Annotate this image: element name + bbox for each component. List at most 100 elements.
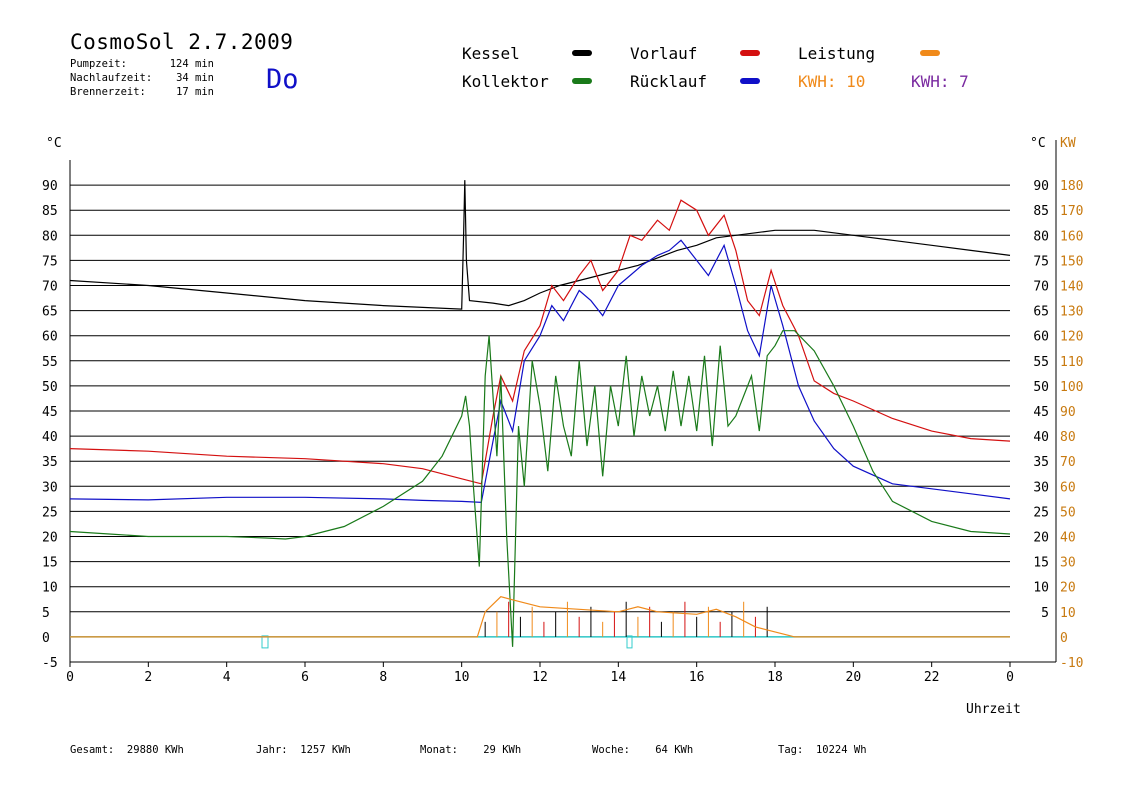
y-tick-label-kw: 70 [1060, 455, 1076, 470]
chart-series [69, 180, 1011, 647]
y-tick-label-left: 70 [42, 280, 58, 295]
x-tick-label: 0 [1006, 670, 1014, 685]
y-tick-label-kw: 40 [1060, 531, 1076, 546]
y-tick-label-right: 65 [1033, 305, 1049, 320]
y-tick-label-left: 25 [42, 505, 58, 520]
y-tick-label-right: 60 [1033, 330, 1049, 345]
x-tick-label: 20 [846, 670, 862, 685]
y-tick-label-left: 85 [42, 204, 58, 219]
legend-vorlauf-swatch [740, 50, 760, 56]
power-spikes [484, 601, 768, 637]
y-tick-label-kw: 100 [1060, 380, 1083, 395]
footer-tag: Tag: 10224 Wh [778, 744, 867, 756]
y-tick-label-left: 40 [42, 430, 58, 445]
y-tick-label-left: 80 [42, 229, 58, 244]
y-tick-label-right: 85 [1033, 204, 1049, 219]
x-tick-label: 6 [301, 670, 309, 685]
page-title: CosmoSol 2.7.2009 [70, 30, 294, 54]
kwh-orange: KWH: 10 [798, 72, 866, 91]
footer-monat: Monat: 29 KWh [420, 744, 522, 756]
y-tick-label-kw: 10 [1060, 606, 1076, 621]
legend-kessel-swatch [572, 50, 592, 56]
y-tick-label-kw: 50 [1060, 505, 1076, 520]
y-tick-label-right: 30 [1033, 480, 1049, 495]
y-tick-label-right: 35 [1033, 455, 1049, 470]
y-tick-label-kw: 110 [1060, 355, 1083, 370]
series-ruecklauf [69, 239, 1011, 504]
y-tick-label-kw: 170 [1060, 204, 1083, 219]
y-tick-label-left: 15 [42, 556, 58, 571]
y-tick-label-kw: 60 [1060, 480, 1076, 495]
y-tick-label-kw: 150 [1060, 254, 1083, 269]
y-tick-label-left: 75 [42, 254, 58, 269]
legend-leistung-swatch [920, 50, 940, 56]
chart-grid [69, 140, 1057, 663]
y-tick-label-right: 70 [1033, 280, 1049, 295]
pump-time: Pumpzeit: 124 min [70, 58, 214, 70]
x-tick-label: 22 [924, 670, 940, 685]
y-axis-unit-right: °C [1030, 136, 1046, 151]
y-tick-label-kw: 90 [1060, 405, 1076, 420]
x-tick-label: 10 [454, 670, 470, 685]
y-tick-label-left: 55 [42, 355, 58, 370]
y-tick-label-right: 50 [1033, 380, 1049, 395]
legend-leistung: Leistung [798, 44, 876, 63]
series-kessel [69, 180, 1011, 310]
axis-ticks: -505101520253035404550556065707580859051… [42, 179, 1083, 685]
x-tick-label: 16 [689, 670, 705, 685]
x-axis-label: Uhrzeit [966, 702, 1021, 717]
legend-vorlauf: Vorlauf [630, 44, 698, 63]
brenner-time: Brennerzeit: 17 min [70, 86, 214, 98]
legend-kollektor: Kollektor [462, 72, 549, 91]
legend-kessel: Kessel [462, 44, 520, 63]
footer-jahr: Jahr: 1257 KWh [256, 744, 351, 756]
zero-marker [626, 635, 633, 649]
x-tick-label: 12 [532, 670, 548, 685]
y-tick-label-kw: 20 [1060, 581, 1076, 596]
x-tick-label: 14 [611, 670, 627, 685]
y-tick-label-left: 50 [42, 380, 58, 395]
y-tick-label-left: 90 [42, 179, 58, 194]
y-axis-unit-left: °C [46, 136, 62, 151]
y-tick-label-left: 35 [42, 455, 58, 470]
y-tick-label-right: 55 [1033, 355, 1049, 370]
y-tick-label-kw: 160 [1060, 229, 1083, 244]
y-tick-label-right: 10 [1033, 581, 1049, 596]
y-tick-label-right: 40 [1033, 430, 1049, 445]
y-tick-label-kw: 130 [1060, 305, 1083, 320]
zero-marker [261, 635, 269, 649]
y-tick-label-left: 10 [42, 581, 58, 596]
series-vorlauf [69, 199, 1011, 485]
x-tick-label: 0 [66, 670, 74, 685]
x-tick-label: 8 [379, 670, 387, 685]
legend-ruecklauf-swatch [740, 78, 760, 84]
y-tick-label-left: 45 [42, 405, 58, 420]
series-leistung [70, 596, 1010, 638]
y-tick-label-left: 65 [42, 305, 58, 320]
y-tick-label-kw: 180 [1060, 179, 1083, 194]
y-tick-label-kw: 120 [1060, 330, 1083, 345]
y-axis-unit-kw: KW [1060, 136, 1076, 151]
y-tick-label-left: 30 [42, 480, 58, 495]
y-tick-label-kw: 140 [1060, 280, 1083, 295]
weekday-label: Do [266, 64, 299, 95]
y-tick-label-kw: 0 [1060, 631, 1068, 646]
footer-woche: Woche: 64 KWh [592, 744, 694, 756]
nachlauf-time: Nachlaufzeit: 34 min [70, 72, 214, 84]
y-tick-label-right: 75 [1033, 254, 1049, 269]
y-tick-label-right: 80 [1033, 229, 1049, 244]
y-tick-label-right: 15 [1033, 556, 1049, 571]
y-tick-label-kw: 30 [1060, 556, 1076, 571]
y-tick-label-right: 90 [1033, 179, 1049, 194]
x-tick-label: 18 [767, 670, 783, 685]
y-tick-label-right: 25 [1033, 505, 1049, 520]
footer-gesamt: Gesamt: 29880 KWh [70, 744, 184, 756]
y-tick-label-right: 45 [1033, 405, 1049, 420]
kwh-purple: KWH: 7 [911, 72, 969, 91]
y-tick-label-left: 20 [42, 531, 58, 546]
y-tick-label-left: -5 [42, 656, 58, 671]
y-tick-label-left: 0 [42, 631, 50, 646]
legend-ruecklauf: Rücklauf [630, 72, 708, 91]
y-tick-label-left: 5 [42, 606, 50, 621]
